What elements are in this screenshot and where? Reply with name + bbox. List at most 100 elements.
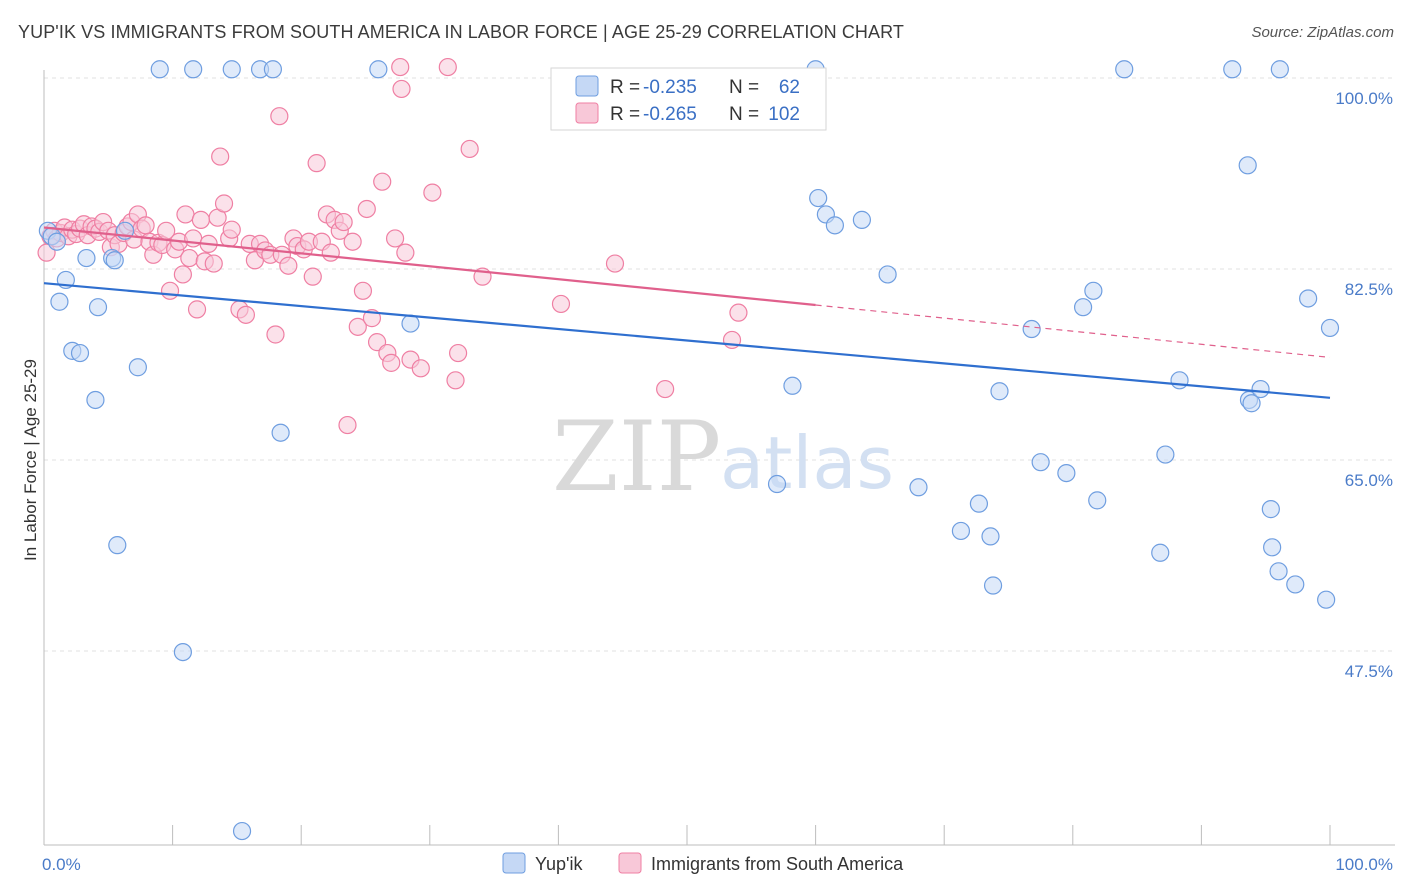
data-point [382,353,401,372]
data-point [270,107,289,126]
data-point [222,220,241,239]
data-point [136,216,155,235]
data-point [184,60,203,79]
data-point [1270,60,1289,79]
data-point [70,343,90,363]
data-point [47,232,66,251]
data-point [173,265,192,284]
data-point [423,183,442,202]
data-point [50,292,69,311]
data-point [180,248,199,268]
series-legend-swatch-pink [618,852,642,874]
data-point [825,216,844,235]
data-point [222,60,241,79]
data-point [373,172,392,191]
data-point [767,474,787,494]
x-tick-label: 100.0% [1335,855,1393,874]
data-point [88,298,108,317]
data-point [438,57,457,77]
data-point [783,376,802,395]
data-point [605,254,625,273]
trend-lines [43,226,1331,399]
legend-swatch-pink [575,102,599,124]
stats-legend: R = -0.235 N = 62 R = -0.265 N = 102 [550,67,827,131]
data-point [236,305,256,324]
data-point [1223,60,1242,79]
data-point [369,60,388,79]
data-points [37,57,1340,841]
data-point [1073,298,1093,317]
data-point [656,379,675,399]
data-point [173,642,192,662]
data-point [969,494,989,513]
data-point [108,536,127,555]
axes [43,70,1395,846]
data-point [1151,543,1170,562]
data-point [385,229,405,248]
source-credit: Source: ZipAtlas.com [1251,24,1394,41]
data-point [191,210,210,229]
data-point [1057,463,1076,483]
data-point [809,188,828,208]
data-point [263,60,283,79]
data-point [307,154,326,173]
legend-r-label: R = [610,104,640,125]
data-point [1251,379,1270,399]
data-point [1320,318,1340,338]
data-point [1286,575,1305,594]
data-point [334,212,353,232]
data-point [77,248,96,268]
data-point [303,267,322,286]
data-point [279,256,298,275]
series-legend-swatch-blue [502,852,526,874]
y-axis-label: In Labor Force | Age 25-29 [21,359,40,561]
y-tick-label: 82.5% [1345,280,1393,299]
data-point [338,415,357,435]
data-point [990,382,1009,401]
trend-line-yupik [43,282,1331,399]
data-point [951,521,971,541]
data-point [729,303,748,322]
y-tick-label: 65.0% [1345,471,1393,490]
data-point [343,232,362,251]
tick-labels: 47.5% 65.0% 82.5% 100.0% 0.0% 100.0% [42,89,1393,874]
data-point [128,358,147,377]
data-point [1317,590,1336,609]
legend-r-label: R = [610,77,640,98]
data-point [1299,289,1318,308]
data-point [852,210,871,229]
data-point [909,478,928,497]
gridlines [44,77,1395,652]
data-point [357,199,376,219]
legend-n-value: 102 [768,104,800,125]
data-point [1156,445,1175,464]
data-point [353,281,373,300]
y-tick-label: 47.5% [1345,662,1393,681]
data-point [348,317,367,336]
data-point [1084,281,1103,300]
data-point [150,60,169,79]
data-point [446,371,465,390]
data-point [1115,60,1134,79]
data-point [448,343,468,363]
watermark-zip: ZIP [552,401,721,513]
data-point [1088,491,1107,510]
data-point [1263,538,1282,557]
legend-n-label: N = [729,104,759,125]
data-point [1261,500,1280,519]
data-point [266,325,285,344]
data-point [460,139,479,159]
trend-line-south-america-extension [815,304,1331,359]
data-point [551,294,571,314]
legend-n-value: 62 [779,77,800,98]
data-point [184,229,203,248]
data-point [1170,371,1189,390]
data-point [187,300,207,319]
data-point [1238,156,1257,175]
data-point [396,243,415,262]
trend-line-south-america [43,226,816,307]
data-point [878,265,897,284]
data-point [1242,394,1261,413]
data-point [1022,319,1041,339]
